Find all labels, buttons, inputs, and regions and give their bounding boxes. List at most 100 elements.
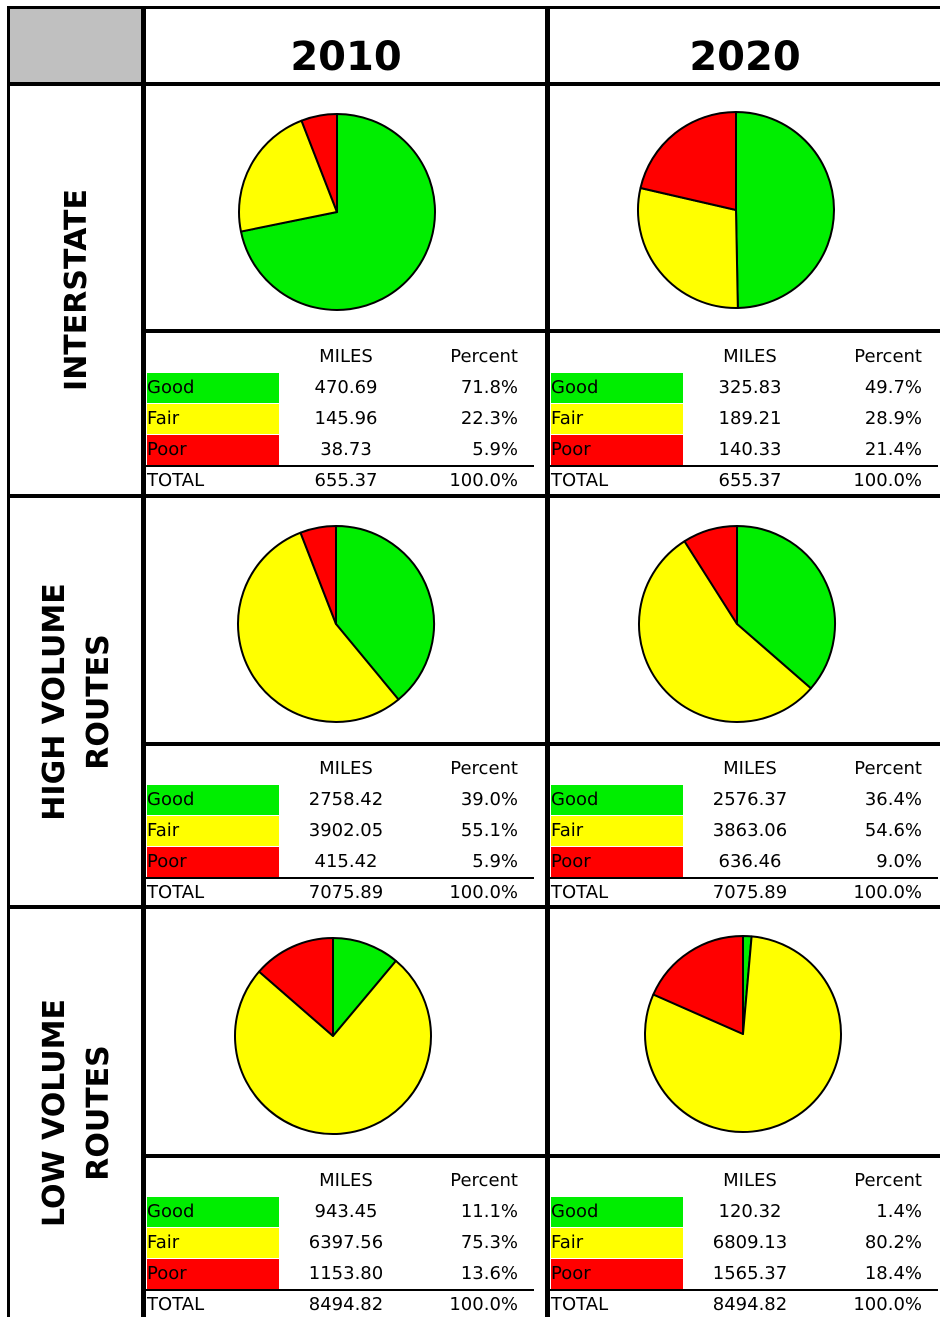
percent-value: 1.4% — [876, 1201, 922, 1222]
miles-value: 636.46 — [718, 851, 782, 872]
legend-label-poor: Poor — [147, 1263, 187, 1284]
total-label: TOTAL — [147, 1294, 205, 1315]
row-label-line: HIGH VOLUME — [36, 582, 72, 821]
total-label: TOTAL — [147, 882, 205, 903]
data-table: MILES Percent Good 325.83 49.7% Fair 189.21 28.… — [550, 342, 938, 492]
legend-label-poor: Poor — [147, 851, 187, 872]
header-miles: MILES — [723, 346, 777, 367]
total-miles: 7075.89 — [712, 882, 788, 903]
grid-line-left — [7, 8, 10, 1317]
grid-line-row-1 — [7, 494, 940, 498]
miles-value: 1565.37 — [712, 1263, 788, 1284]
legend-label-poor: Poor — [551, 439, 591, 460]
percent-value: 5.9% — [472, 439, 518, 460]
corner-cell — [10, 8, 141, 84]
header-miles: MILES — [319, 1170, 373, 1191]
miles-value: 120.32 — [718, 1201, 782, 1222]
legend-label-good: Good — [147, 1201, 195, 1222]
legend-label-good: Good — [147, 789, 195, 810]
total-label: TOTAL — [551, 1294, 609, 1315]
pie-chart — [234, 937, 432, 1135]
legend-swatch-good — [147, 785, 279, 815]
legend-swatch-fair — [147, 404, 279, 434]
legend-swatch-good — [551, 785, 683, 815]
total-divider — [550, 465, 938, 467]
total-label: TOTAL — [147, 470, 205, 491]
row-label-line: ROUTES — [80, 1045, 116, 1181]
total-miles: 655.37 — [718, 470, 782, 491]
pie-slice-fair — [238, 119, 338, 233]
row-label-line: INTERSTATE — [58, 189, 94, 391]
legend-label-good: Good — [551, 1201, 599, 1222]
pie-chart — [238, 113, 436, 311]
total-miles: 8494.82 — [308, 1294, 384, 1315]
total-label: TOTAL — [551, 882, 609, 903]
total-divider — [550, 1289, 938, 1291]
header-percent: Percent — [450, 1170, 518, 1191]
legend-swatch-good — [551, 1197, 683, 1227]
pie-chart — [637, 111, 836, 309]
miles-value: 3902.05 — [308, 820, 384, 841]
row-label-2: HIGH VOLUME ROUTES — [10, 498, 143, 905]
miles-value: 325.83 — [718, 377, 782, 398]
total-divider — [146, 465, 534, 467]
total-label: TOTAL — [551, 470, 609, 491]
pie-chart — [644, 935, 842, 1133]
row-label-text: INTERSTATE — [55, 189, 99, 391]
row-label-line: LOW VOLUME — [36, 998, 72, 1228]
total-miles: 655.37 — [314, 470, 378, 491]
miles-value: 145.96 — [314, 408, 378, 429]
data-table: MILES Percent Good 470.69 71.8% Fair 145.96 22.… — [146, 342, 534, 492]
legend-swatch-poor — [147, 435, 279, 465]
row-label-3: LOW VOLUME ROUTES — [10, 909, 143, 1317]
pie-chart — [638, 525, 836, 723]
year-header-2010: 2010 — [290, 34, 402, 80]
legend-swatch-poor — [551, 847, 683, 877]
percent-value: 18.4% — [864, 1263, 922, 1284]
grid-line-label — [141, 8, 146, 1317]
legend-swatch-poor — [551, 435, 683, 465]
miles-value: 140.33 — [718, 439, 782, 460]
percent-value: 22.3% — [460, 408, 518, 429]
percent-value: 28.9% — [864, 408, 922, 429]
pie-slice-fair — [638, 540, 812, 723]
miles-value: 3863.06 — [712, 820, 788, 841]
grid-line-table-3 — [146, 1154, 940, 1158]
legend-swatch-fair — [551, 1228, 683, 1258]
pie-slice-fair — [637, 187, 739, 309]
miles-value: 38.73 — [320, 439, 372, 460]
grid-line-row-2 — [7, 905, 940, 909]
legend-label-fair: Fair — [147, 408, 180, 429]
percent-value: 49.7% — [864, 377, 922, 398]
legend-label-fair: Fair — [147, 1232, 180, 1253]
grid-line-table-1 — [146, 329, 940, 333]
miles-value: 6397.56 — [308, 1232, 384, 1253]
data-table: MILES Percent Good 2758.42 39.0% Fair 3902.05 5… — [146, 754, 534, 904]
percent-value: 54.6% — [864, 820, 922, 841]
total-percent: 100.0% — [853, 470, 922, 491]
legend-swatch-fair — [551, 404, 683, 434]
legend-label-good: Good — [551, 789, 599, 810]
percent-value: 75.3% — [460, 1232, 518, 1253]
grid-line-table-2 — [146, 742, 940, 746]
pie-slice-poor — [300, 113, 338, 213]
header-miles: MILES — [723, 1170, 777, 1191]
total-miles: 8494.82 — [712, 1294, 788, 1315]
percent-value: 9.0% — [876, 851, 922, 872]
miles-value: 943.45 — [314, 1201, 378, 1222]
total-percent: 100.0% — [449, 882, 518, 903]
pie-slice-poor — [299, 525, 337, 625]
row-label-line: ROUTES — [80, 633, 116, 770]
pie-slice-poor — [639, 111, 737, 211]
percent-value: 13.6% — [460, 1263, 518, 1284]
grid-line-middle — [545, 8, 550, 1317]
data-table: MILES Percent Good 2576.37 36.4% Fair 3863.06 5… — [550, 754, 938, 904]
miles-value: 470.69 — [314, 377, 378, 398]
miles-value: 6809.13 — [712, 1232, 788, 1253]
legend-swatch-poor — [147, 1259, 279, 1289]
header-miles: MILES — [319, 758, 373, 779]
miles-value: 2576.37 — [712, 789, 788, 810]
legend-swatch-good — [147, 1197, 279, 1227]
grid-line-top — [7, 6, 940, 9]
